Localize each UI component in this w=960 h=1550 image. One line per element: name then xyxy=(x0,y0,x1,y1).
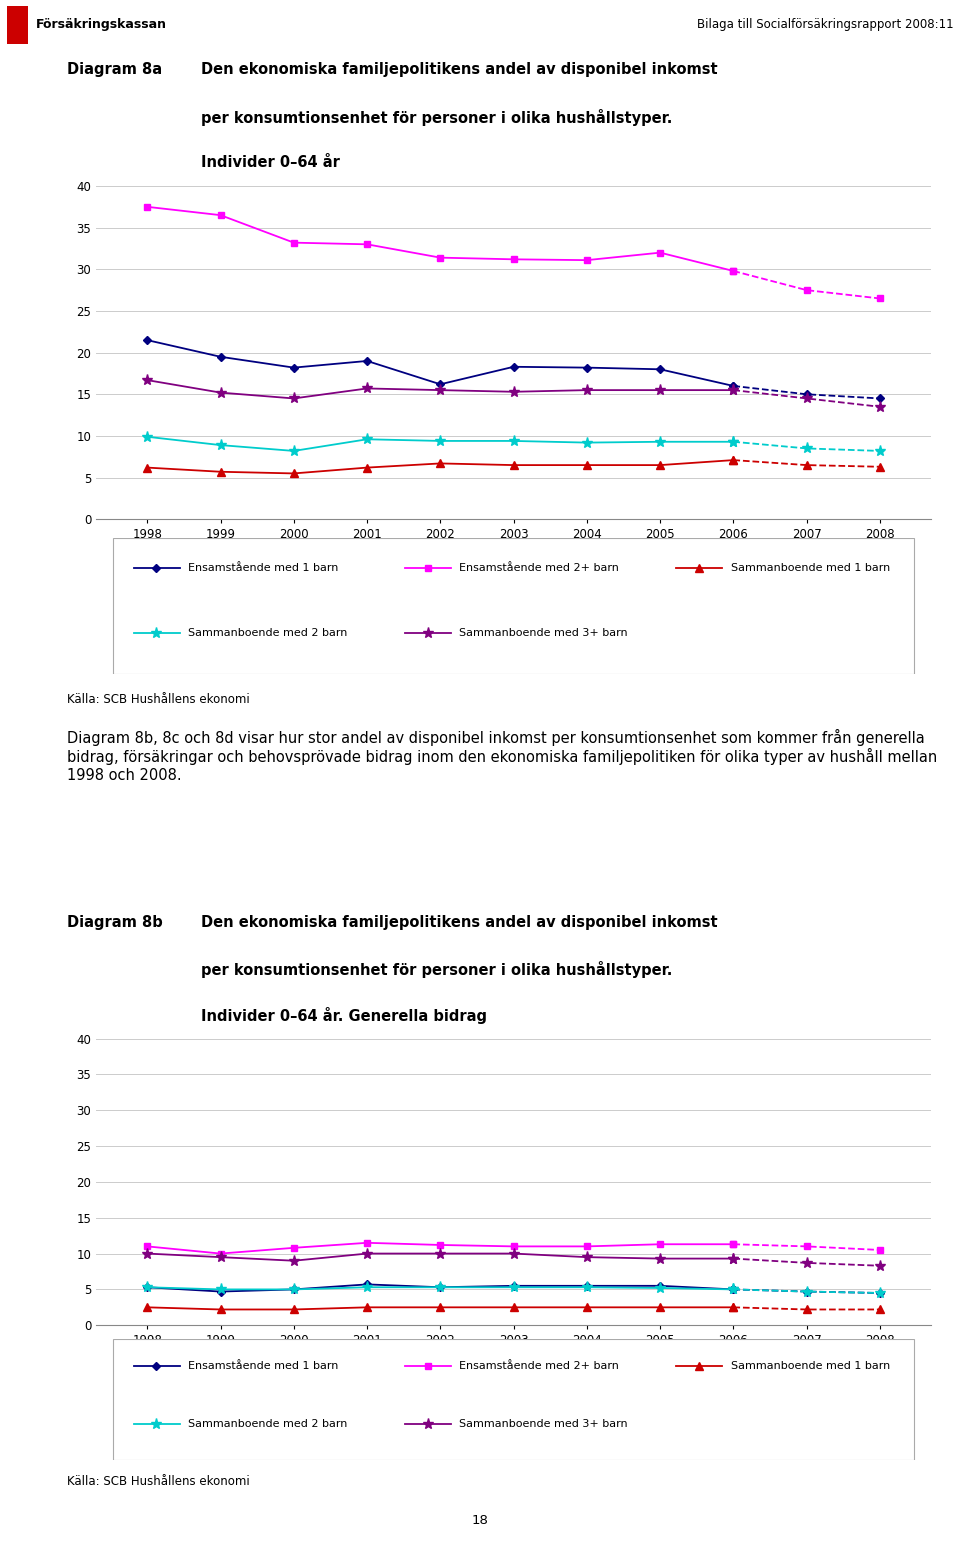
Text: Sammanboende med 1 barn: Sammanboende med 1 barn xyxy=(731,563,890,574)
Text: Sammanboende med 3+ barn: Sammanboende med 3+ barn xyxy=(459,1418,628,1429)
Text: Den ekonomiska familjepolitikens andel av disponibel inkomst: Den ekonomiska familjepolitikens andel a… xyxy=(202,914,718,930)
Text: Diagram 8b: Diagram 8b xyxy=(67,914,163,930)
Text: Individer 0–64 år: Individer 0–64 år xyxy=(202,155,340,170)
Text: Bilaga till Socialförsäkringsrapport 2008:11: Bilaga till Socialförsäkringsrapport 200… xyxy=(697,19,953,31)
Text: Sammanboende med 2 barn: Sammanboende med 2 barn xyxy=(188,628,348,639)
Bar xyxy=(7,6,28,43)
Text: Den ekonomiska familjepolitikens andel av disponibel inkomst: Den ekonomiska familjepolitikens andel a… xyxy=(202,62,718,78)
Text: Diagram 8b, 8c och 8d visar hur stor andel av disponibel inkomst per konsumtions: Diagram 8b, 8c och 8d visar hur stor and… xyxy=(67,728,938,783)
Text: Sammanboende med 1 barn: Sammanboende med 1 barn xyxy=(731,1361,890,1370)
Text: per konsumtionsenhet för personer i olika hushållstyper.: per konsumtionsenhet för personer i olik… xyxy=(202,109,673,126)
Text: Ensamstående med 1 barn: Ensamstående med 1 barn xyxy=(188,1361,338,1370)
Text: Ensamstående med 1 barn: Ensamstående med 1 barn xyxy=(188,563,338,574)
Text: Ensamstående med 2+ barn: Ensamstående med 2+ barn xyxy=(459,563,619,574)
Text: Försäkringskassan: Försäkringskassan xyxy=(36,19,166,31)
Text: Källa: SCB Hushållens ekonomi: Källa: SCB Hushållens ekonomi xyxy=(67,693,250,705)
FancyBboxPatch shape xyxy=(112,1339,915,1460)
Text: Ensamstående med 2+ barn: Ensamstående med 2+ barn xyxy=(459,1361,619,1370)
Text: Sammanboende med 3+ barn: Sammanboende med 3+ barn xyxy=(459,628,628,639)
Text: Diagram 8a: Diagram 8a xyxy=(67,62,162,78)
Text: Källa: SCB Hushållens ekonomi: Källa: SCB Hushållens ekonomi xyxy=(67,1476,250,1488)
FancyBboxPatch shape xyxy=(112,538,915,674)
Text: per konsumtionsenhet för personer i olika hushållstyper.: per konsumtionsenhet för personer i olik… xyxy=(202,961,673,978)
Text: 18: 18 xyxy=(471,1514,489,1527)
Text: Sammanboende med 2 barn: Sammanboende med 2 barn xyxy=(188,1418,348,1429)
Text: Individer 0–64 år. Generella bidrag: Individer 0–64 år. Generella bidrag xyxy=(202,1008,487,1025)
